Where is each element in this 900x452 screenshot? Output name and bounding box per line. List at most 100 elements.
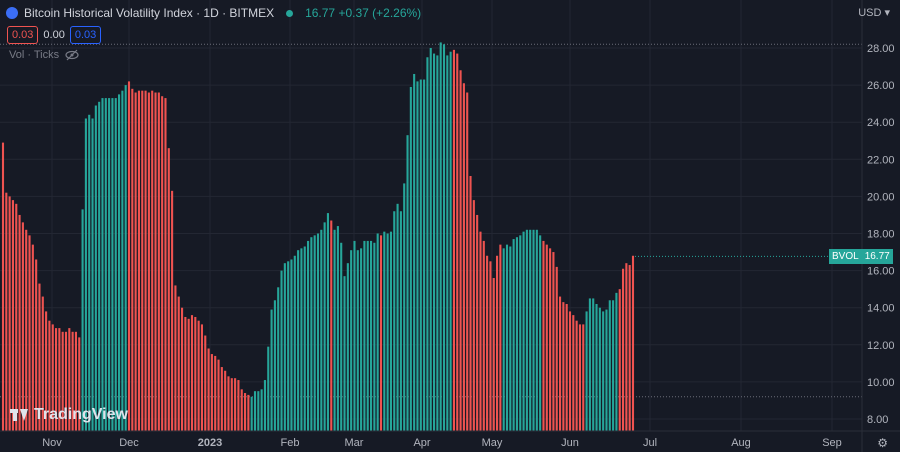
volatility-bar — [74, 331, 77, 431]
volatility-bar — [512, 239, 515, 431]
volatility-bar — [608, 300, 611, 431]
volatility-bar — [555, 266, 558, 431]
volatility-bar — [515, 237, 518, 431]
volatility-bar — [64, 331, 68, 431]
volatility-bar — [313, 235, 316, 431]
volatility-bar — [134, 92, 137, 432]
volatility-bar — [5, 192, 8, 431]
volatility-bar — [98, 101, 101, 432]
currency-selector[interactable]: USD ▾ — [858, 7, 890, 19]
volatility-bar — [360, 248, 363, 431]
volatility-bar — [61, 331, 64, 431]
volatility-bar — [479, 231, 482, 431]
volatility-bar — [565, 303, 568, 431]
volatility-bar — [31, 244, 34, 431]
volatility-bar — [373, 242, 376, 431]
volatility-bar — [144, 90, 147, 431]
volatility-bar — [260, 389, 263, 431]
volatility-bar — [326, 213, 329, 431]
x-tick-label: Sep — [822, 437, 842, 449]
volatility-bar — [127, 81, 131, 431]
volatility-bar — [237, 380, 240, 431]
volatility-bar — [505, 244, 509, 431]
volatility-bar — [68, 328, 71, 431]
volatility-bar — [267, 346, 270, 431]
x-tick-label: May — [482, 437, 503, 449]
y-tick-label: 14.00 — [867, 303, 895, 315]
volatility-bar — [376, 233, 379, 431]
settings-gear-icon[interactable]: ⚙ — [877, 436, 888, 450]
volatility-bar — [287, 261, 290, 431]
volatility-bar — [307, 240, 310, 431]
volatility-bar — [452, 49, 455, 431]
volatility-bar — [396, 203, 399, 431]
tradingview-logo[interactable]: TradingView — [10, 406, 128, 424]
x-tick-label: Apr — [413, 437, 430, 449]
volatility-bar — [147, 92, 150, 432]
volatility-bar — [605, 309, 608, 431]
volatility-bar — [502, 248, 505, 431]
y-tick-label: 22.00 — [867, 154, 895, 166]
volatility-bar — [48, 320, 51, 431]
volatility-bar — [578, 324, 581, 431]
eye-hidden-icon[interactable] — [65, 49, 79, 61]
volatility-bar — [197, 320, 200, 431]
volatility-bar — [333, 229, 336, 431]
volume-indicator[interactable]: Vol · Ticks — [9, 49, 79, 61]
volatility-bar — [340, 242, 343, 431]
volatility-bar — [346, 263, 349, 431]
volatility-bar — [18, 214, 21, 431]
volatility-bar — [21, 222, 24, 431]
volatility-bar — [496, 255, 499, 431]
volatility-bar — [615, 292, 618, 431]
badge-symbol: BVOL — [829, 249, 862, 265]
volatility-bar — [492, 278, 495, 431]
volatility-bar — [253, 391, 257, 431]
volume-label: Vol · Ticks — [9, 49, 60, 61]
volatility-bar — [588, 298, 591, 431]
volatility-bar — [240, 389, 243, 431]
sell-value[interactable]: 0.03 — [7, 26, 39, 44]
volatility-bar — [270, 309, 273, 431]
volatility-bar — [121, 90, 124, 431]
volatility-bar — [11, 200, 14, 431]
volatility-bar — [386, 233, 389, 431]
volatility-bar — [529, 229, 532, 431]
y-tick-label: 28.00 — [867, 43, 895, 55]
tradingview-logo-icon — [10, 409, 30, 421]
volatility-bar — [38, 283, 41, 431]
volatility-bar — [582, 324, 585, 431]
x-tick-label: Jun — [561, 437, 579, 449]
symbol-title[interactable]: Bitcoin Historical Volatility Index · 1D… — [24, 6, 275, 20]
volatility-bar — [15, 203, 18, 431]
volatility-bar — [559, 296, 562, 431]
volatility-bar — [429, 48, 432, 431]
volatility-bar — [187, 318, 190, 431]
volatility-bar — [190, 315, 194, 431]
volatility-bar — [535, 229, 538, 431]
volatility-bar — [336, 226, 339, 431]
volatility-bar — [71, 331, 74, 431]
volatility-bar — [423, 79, 426, 431]
symbol-logo-icon — [6, 7, 18, 19]
volatility-bar — [177, 296, 180, 431]
y-tick-label: 24.00 — [867, 117, 895, 129]
volatility-bar — [217, 359, 220, 431]
volatility-bar — [482, 240, 485, 431]
volatility-bar — [399, 211, 402, 431]
volatility-bar — [350, 250, 353, 431]
volatility-bar — [174, 285, 177, 431]
volatility-bar — [124, 85, 127, 431]
volatility-bar — [449, 51, 452, 432]
volatility-bar — [439, 42, 442, 432]
last-quote: 16.77 +0.37 (+2.26%) — [305, 6, 422, 20]
volatility-bar — [628, 265, 631, 431]
x-tick-label: Jul — [643, 437, 657, 449]
buy-value[interactable]: 0.03 — [69, 26, 102, 44]
volatility-bar — [214, 355, 217, 431]
volatility-bar — [234, 378, 237, 431]
volatility-bar — [379, 235, 383, 431]
volatility-bar — [280, 270, 283, 431]
volatility-bar — [499, 244, 502, 431]
